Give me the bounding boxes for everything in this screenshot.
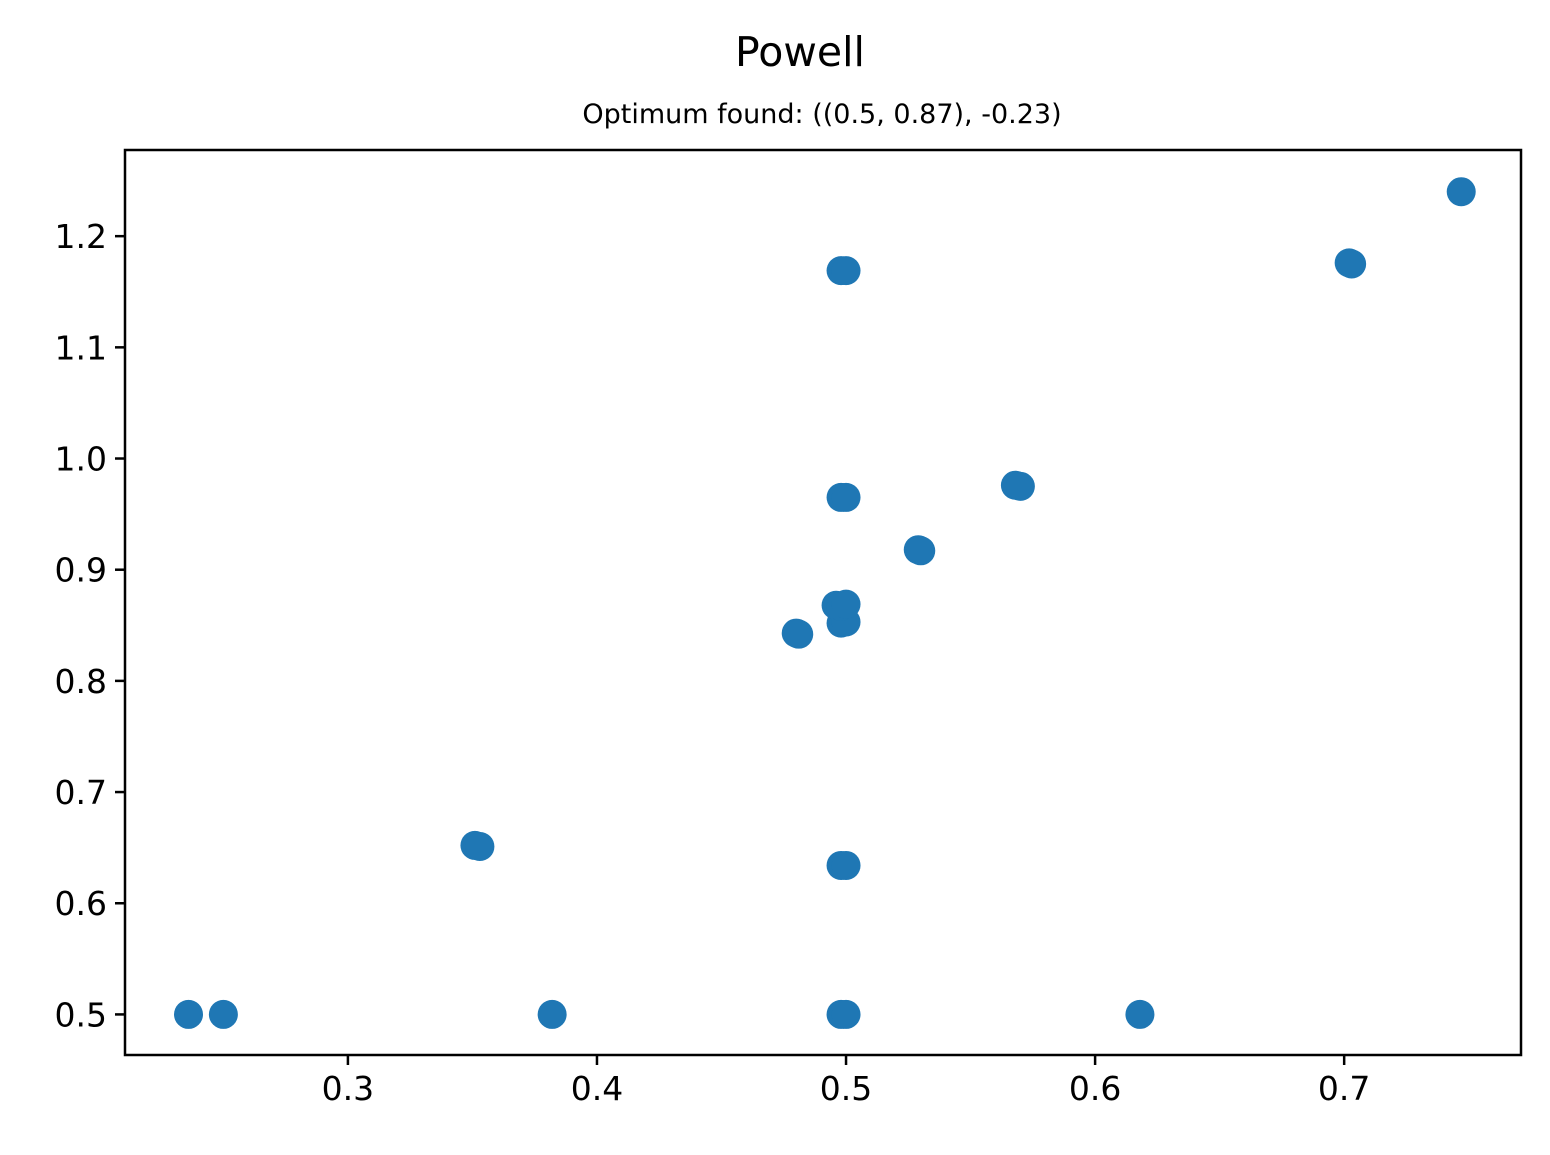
data-point (1125, 999, 1155, 1029)
data-point (1337, 249, 1367, 279)
data-point (906, 536, 936, 566)
x-tick-label: 0.7 (1318, 1069, 1370, 1108)
y-tick-label: 1.0 (55, 440, 107, 479)
y-tick-label: 0.5 (55, 995, 107, 1034)
data-point (1005, 471, 1035, 501)
data-point (831, 589, 861, 619)
data-point (831, 999, 861, 1029)
data-point (831, 256, 861, 286)
data-point (208, 999, 238, 1029)
data-point (1446, 177, 1476, 207)
plot-area-frame (123, 148, 1523, 1057)
chart-subtitle: Optimum found: ((0.5, 0.87), -0.23) (582, 99, 1061, 130)
scatter-points (174, 177, 1476, 1029)
data-point (537, 999, 567, 1029)
x-tick-label: 0.4 (571, 1069, 623, 1108)
y-tick-label: 1.2 (55, 217, 107, 256)
y-tick-label: 0.6 (55, 884, 107, 923)
data-point (174, 999, 204, 1029)
y-tick-label: 0.7 (55, 773, 107, 812)
data-point (831, 482, 861, 512)
x-axis-ticks: 0.3 0.4 0.5 0.6 0.7 (322, 1055, 1370, 1108)
data-point (784, 619, 814, 649)
y-tick-label: 0.9 (55, 551, 107, 590)
chart-title: Powell (735, 28, 865, 76)
x-tick-label: 0.5 (820, 1069, 872, 1108)
x-tick-label: 0.3 (322, 1069, 374, 1108)
y-axis-ticks: 0.5 0.6 0.7 0.8 0.9 1.0 1.1 1.2 (55, 217, 125, 1034)
y-tick-label: 1.1 (55, 328, 107, 367)
x-tick-label: 0.6 (1069, 1069, 1121, 1108)
y-tick-label: 0.8 (55, 662, 107, 701)
data-point (831, 850, 861, 880)
data-point (465, 832, 495, 862)
